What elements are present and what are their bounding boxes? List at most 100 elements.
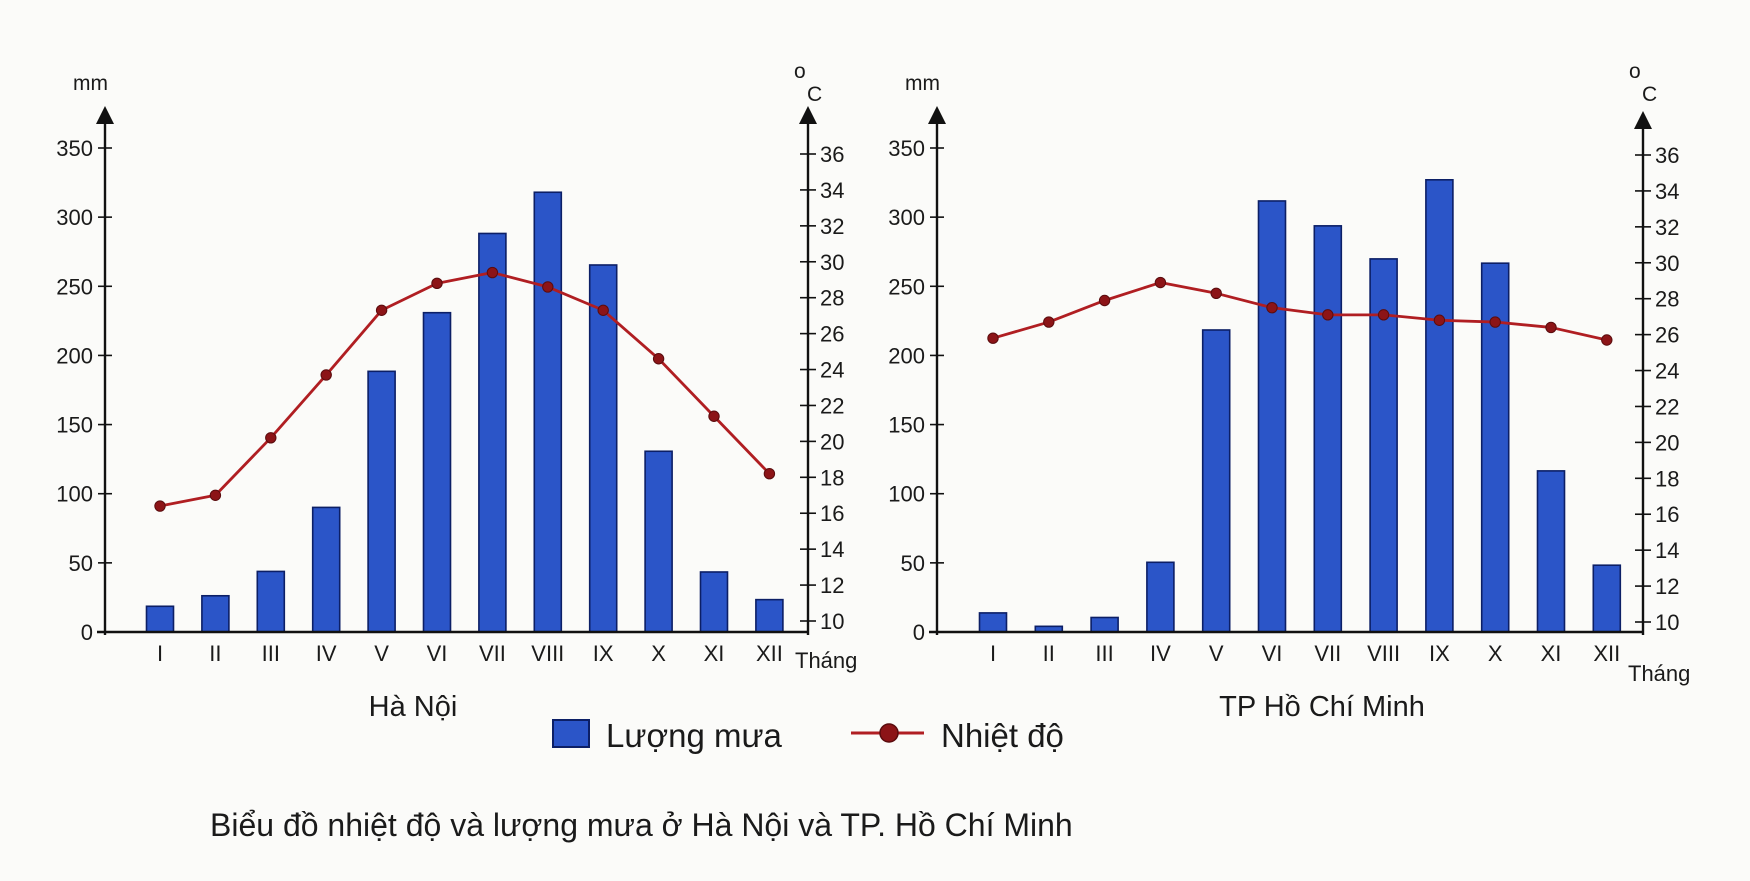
right-tick-label: 16	[820, 501, 844, 526]
temperature-point	[1043, 316, 1055, 328]
right-axis-arrow	[1634, 111, 1652, 129]
right-tick-label: 36	[1655, 143, 1679, 168]
left-tick-label: 50	[69, 551, 93, 576]
x-tick-label: IX	[593, 641, 614, 666]
x-tick-label: II	[209, 641, 221, 666]
x-tick-label: XII	[1593, 641, 1620, 666]
temperature-point	[265, 432, 277, 444]
x-tick-label: IX	[1429, 641, 1450, 666]
left-tick-label: 0	[913, 620, 925, 645]
left-tick-label: 150	[888, 413, 925, 438]
x-tick-label: I	[990, 641, 996, 666]
right-tick-label: 20	[1655, 430, 1679, 455]
rain-bar	[145, 605, 175, 633]
temperature-point	[1266, 301, 1278, 314]
right-tick-label: 12	[1655, 574, 1679, 599]
x-tick-label: V	[374, 641, 389, 666]
x-axis-label: Tháng	[1628, 661, 1690, 686]
legend: Lượng mưa Nhiệt độ	[552, 717, 1064, 754]
left-tick-label: 350	[888, 136, 925, 161]
right-tick-label: 18	[1655, 466, 1679, 491]
legend-temp-marker	[879, 723, 899, 743]
right-tick-label: 14	[1655, 538, 1679, 563]
left-tick-label: 350	[56, 136, 93, 161]
rain-bar	[367, 370, 396, 633]
x-tick-label: VII	[1314, 641, 1341, 666]
left-tick-label: 200	[56, 343, 93, 368]
temperature-line	[992, 281, 1608, 342]
temperature-point	[1433, 314, 1446, 326]
right-tick-label: 30	[1655, 251, 1679, 276]
right-tick-label: 34	[820, 178, 844, 203]
figure-caption: Biểu đồ nhiệt độ và lượng mưa ở Hà Nội v…	[210, 807, 1073, 843]
right-tick-label: 34	[1655, 179, 1679, 204]
right-tick-label: 36	[820, 142, 844, 167]
x-tick-label: VI	[1262, 641, 1283, 666]
left-tick-label: 250	[56, 274, 93, 299]
x-tick-label: X	[651, 641, 666, 666]
right-axis-unit: C	[1642, 83, 1657, 106]
right-tick-label: 16	[1655, 502, 1679, 527]
right-axis-unit-degree: o	[1629, 60, 1641, 83]
x-tick-label: X	[1488, 641, 1503, 666]
x-tick-label: VI	[427, 641, 448, 666]
right-tick-label: 18	[820, 465, 844, 490]
rain-bar	[201, 594, 230, 633]
x-tick-label: VIII	[531, 641, 564, 666]
temperature-point	[1098, 294, 1111, 307]
rain-bar	[533, 191, 563, 633]
right-axis-unit: C	[807, 83, 822, 106]
rain-bar	[755, 598, 784, 633]
temperature-point	[1154, 276, 1167, 289]
temperature-point	[431, 277, 443, 290]
x-tick-label: XI	[1541, 641, 1562, 666]
left-axis-arrow	[928, 106, 946, 124]
chart-title: TP Hồ Chí Minh	[1219, 691, 1425, 723]
chart-hcmc: 0 50 100 150 200 250 300 350 10 12 14 16 18 20 22 24 26 2…	[888, 60, 1690, 723]
x-tick-label: VII	[479, 641, 506, 666]
right-tick-label: 22	[820, 393, 844, 418]
left-tick-label: 250	[888, 274, 925, 299]
temperature-point	[1377, 309, 1390, 321]
chart-title: Hà Nội	[369, 691, 458, 723]
left-tick-label: 300	[56, 205, 93, 230]
temperature-point	[375, 304, 388, 316]
temperature-point	[1601, 334, 1613, 346]
left-tick-label: 0	[81, 620, 93, 645]
right-axis-arrow	[799, 106, 817, 124]
rain-bar	[699, 571, 729, 633]
right-tick-label: 24	[820, 358, 844, 383]
rain-bar	[1592, 564, 1622, 633]
left-tick-label: 100	[888, 482, 925, 507]
temperature-point	[542, 281, 554, 293]
temperature-point	[209, 489, 222, 501]
temperature-point	[1210, 287, 1222, 300]
legend-rain-swatch	[552, 719, 590, 748]
x-axis-label: Tháng	[795, 648, 857, 673]
rain-bar	[978, 612, 1008, 633]
rain-bar	[588, 264, 618, 633]
x-tick-label: XI	[704, 641, 725, 666]
right-tick-label: 10	[1655, 610, 1679, 635]
right-tick-label: 32	[820, 214, 844, 239]
rain-bar	[311, 506, 341, 633]
right-tick-label: 12	[820, 573, 844, 598]
x-tick-label: VIII	[1367, 641, 1400, 666]
left-axis-unit: mm	[905, 72, 940, 95]
x-tick-label: III	[1095, 641, 1113, 666]
temperature-line	[159, 271, 771, 508]
rain-bar	[1369, 258, 1398, 633]
temperature-point	[1489, 316, 1501, 328]
rain-bar	[644, 450, 673, 633]
right-tick-label: 22	[1655, 394, 1679, 419]
left-axis-unit: mm	[73, 72, 108, 95]
right-tick-label: 30	[820, 250, 844, 275]
x-tick-label: V	[1209, 641, 1224, 666]
right-axis-unit-degree: o	[794, 60, 806, 83]
temperature-point	[154, 500, 166, 512]
right-tick-label: 26	[1655, 323, 1679, 348]
temperature-point	[708, 410, 720, 422]
temperature-point	[486, 266, 499, 279]
left-tick-label: 300	[888, 205, 925, 230]
x-tick-label: IV	[316, 641, 337, 666]
